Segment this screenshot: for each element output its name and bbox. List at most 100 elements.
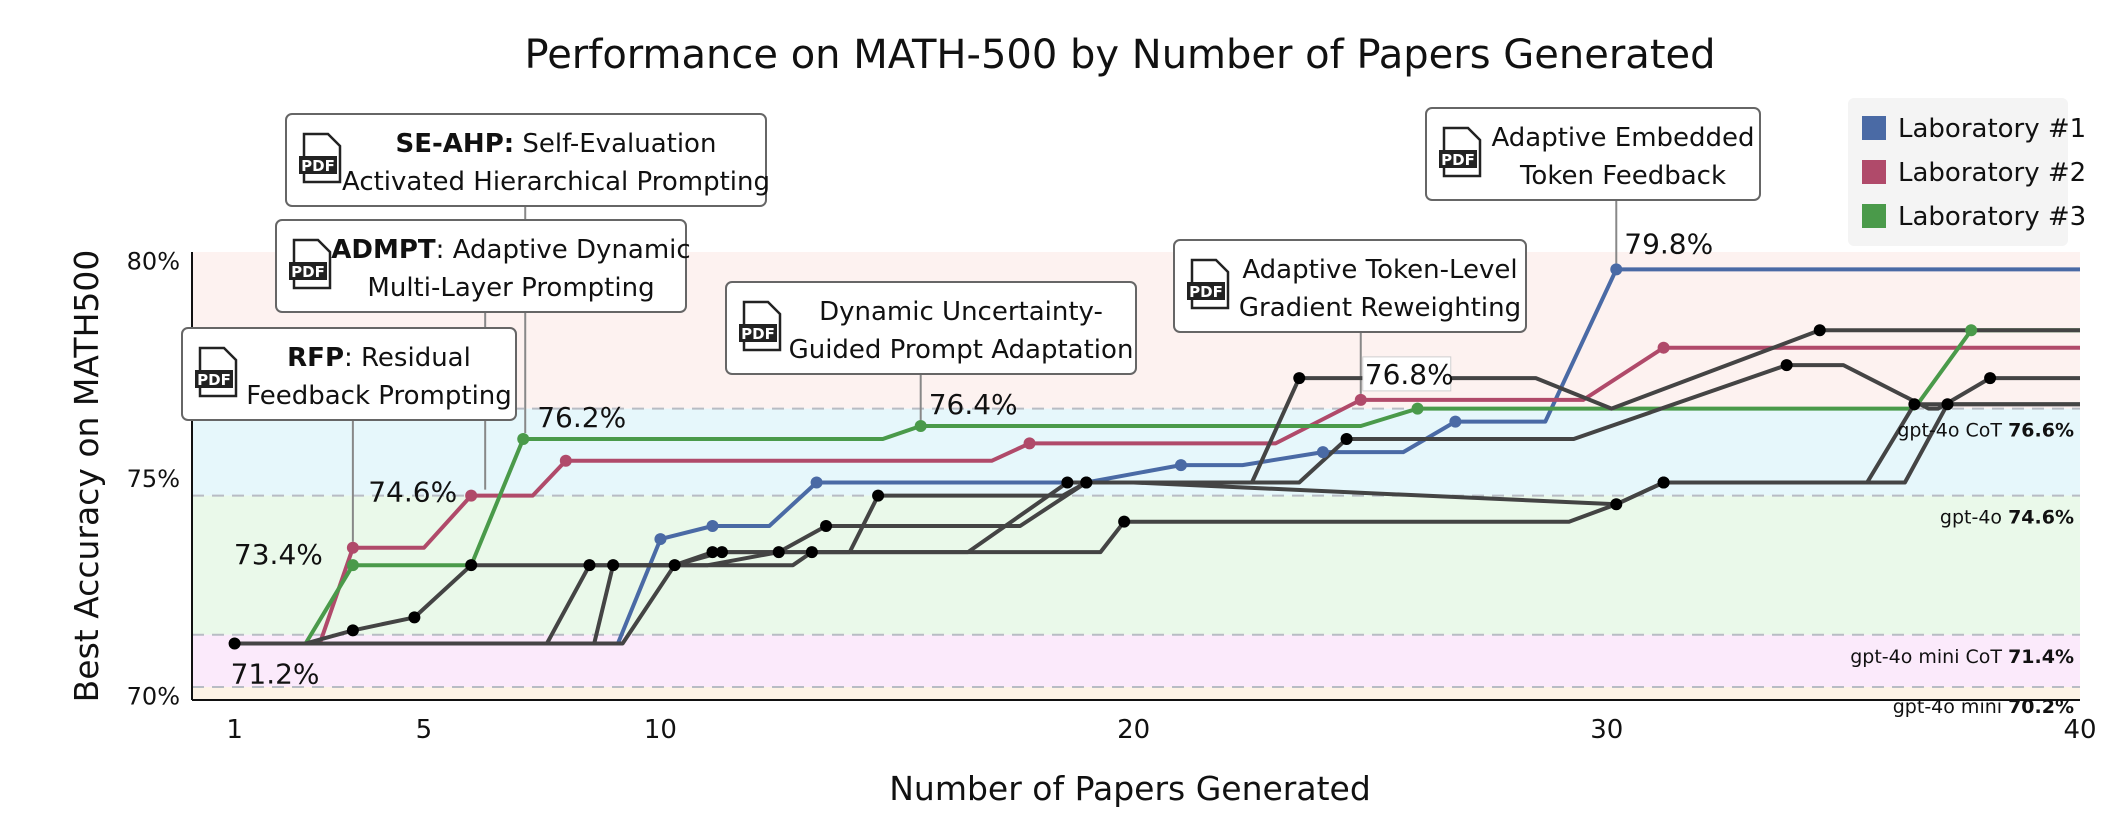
y-tick-label: 75% — [127, 465, 180, 493]
series-marker — [346, 624, 359, 637]
annotation-title: ADMPT: Adaptive Dynamic — [331, 235, 690, 265]
series-line-6 — [234, 363, 2080, 646]
series-marker — [1984, 372, 1997, 385]
value-label: 79.8% — [1624, 227, 1713, 260]
baseline-value: 71.4% — [2008, 646, 2074, 668]
chart-title: Performance on MATH-500 by Number of Pap… — [525, 32, 1716, 78]
axes: 1 5 10 20 30 40 70% 75% 80% — [127, 248, 2097, 745]
value-label: 71.2% — [231, 657, 320, 690]
annotation-title: RFP: Residual — [287, 343, 471, 373]
series-marker — [1965, 324, 1978, 337]
series-marker — [872, 489, 885, 502]
series-marker — [1657, 476, 1670, 489]
x-tick-label: 30 — [1590, 715, 1623, 745]
y-axis-title: Best Accuracy on MATH500 — [67, 250, 106, 703]
legend-swatch — [1862, 160, 1886, 184]
legend-swatch — [1862, 116, 1886, 140]
series-marker — [1061, 476, 1074, 489]
series-marker — [1610, 263, 1623, 276]
series-marker — [1118, 515, 1131, 528]
annotation-title: SE-AHP: Self-Evaluation — [396, 129, 717, 159]
annotation-frame — [1173, 239, 1527, 333]
baseline-name: gpt-4o mini — [1893, 696, 2008, 718]
baseline-label: gpt-4o mini 70.2% — [1893, 696, 2074, 718]
series-marker — [810, 476, 823, 489]
value-label: 76.2% — [537, 401, 626, 434]
series-marker — [1941, 398, 1954, 411]
x-tick-label: 20 — [1117, 715, 1150, 745]
x-tick-label: 10 — [644, 715, 677, 745]
baseline-label: gpt-4o mini CoT 71.4% — [1850, 646, 2074, 668]
annotation-subtitle: Gradient Reweighting — [1239, 293, 1521, 323]
legend-label: Laboratory #1 — [1898, 114, 2086, 144]
series-marker — [654, 533, 667, 546]
series-marker — [1411, 402, 1424, 415]
series-marker — [772, 546, 785, 559]
annotation-frame — [275, 219, 687, 313]
pdf-icon-text: PDF — [291, 263, 325, 281]
annotation-title-rest: Dynamic Uncertainty- — [819, 297, 1103, 327]
series-marker — [1316, 446, 1329, 459]
series-marker — [607, 559, 620, 572]
pdf-icon-band — [195, 370, 233, 388]
series-marker — [1174, 459, 1187, 472]
pdf-icon-band — [739, 324, 777, 342]
pdf-icon-band — [299, 156, 337, 174]
series-marker — [1449, 415, 1462, 428]
series-marker — [1293, 372, 1306, 385]
baseline-value: 76.6% — [2008, 420, 2074, 442]
annotation-box: PDF Adaptive Token-Level Gradient Reweight… — [1173, 239, 1527, 333]
annotation-box: PDF Dynamic Uncertainty- Guided Prompt Ada… — [725, 281, 1137, 375]
annotation-frame — [181, 327, 517, 421]
annotation-frame — [285, 113, 767, 207]
series-marker — [914, 419, 927, 432]
series-marker — [228, 637, 241, 650]
pdf-icon-text: PDF — [197, 371, 231, 389]
annotation-frame — [725, 281, 1137, 375]
value-label-bg — [1362, 356, 1452, 392]
baseline-value: 70.2% — [2008, 696, 2074, 718]
annotation-boxes: PDF RFP: Residual Feedback Prompting PDF ADM… — [181, 107, 1761, 421]
series-markers — [228, 263, 1997, 650]
series-marker — [408, 611, 421, 624]
annotation-title: Adaptive Embedded — [1491, 123, 1754, 153]
series-marker — [1354, 393, 1367, 406]
annotation-box: PDF Adaptive Embedded Token Feedback — [1425, 107, 1761, 201]
series-marker — [706, 546, 719, 559]
x-tick-label: 1 — [226, 715, 243, 745]
annotation-title-rest: : Adaptive Dynamic — [436, 235, 691, 265]
legend-label: Laboratory #3 — [1898, 202, 2086, 232]
y-tick-label: 70% — [127, 683, 180, 711]
annotation-box: PDF RFP: Residual Feedback Prompting — [181, 327, 517, 421]
baseline-name: gpt-4o — [1940, 507, 2008, 529]
series-marker — [668, 559, 681, 572]
annotation-subtitle: Multi-Layer Prompting — [367, 273, 654, 303]
series-marker — [517, 433, 530, 446]
baseline-value: 74.6% — [2008, 507, 2074, 529]
legend: Laboratory #1 Laboratory #2 Laboratory #3 — [1848, 98, 2086, 246]
series-marker — [583, 559, 596, 572]
value-label: 73.4% — [234, 538, 323, 571]
annotation-title: Adaptive Token-Level — [1242, 255, 1517, 285]
series-line-1 — [234, 345, 2080, 646]
annotation-subtitle: Feedback Prompting — [246, 381, 512, 411]
annotation-frame — [1425, 107, 1761, 201]
pdf-icon-text: PDF — [741, 325, 775, 343]
annotation-title-rest: : Residual — [344, 343, 471, 373]
x-tick-label: 5 — [416, 715, 433, 745]
series-marker — [1023, 437, 1036, 450]
annotation-title-rest: Adaptive Token-Level — [1242, 255, 1517, 285]
annotation-title-rest: Self-Evaluation — [514, 129, 716, 159]
series-marker — [1908, 398, 1921, 411]
baseline-label: gpt-4o 74.6% — [1940, 507, 2074, 529]
annotation-subtitle: Activated Hierarchical Prompting — [342, 167, 770, 197]
value-label: 76.4% — [929, 388, 1018, 421]
series-line-4 — [234, 402, 2080, 646]
series-marker — [465, 489, 478, 502]
legend-label: Laboratory #2 — [1898, 158, 2086, 188]
annotation-title-rest: Adaptive Embedded — [1491, 123, 1754, 153]
series-marker — [1813, 324, 1826, 337]
value-label: 74.6% — [368, 476, 457, 509]
legend-frame — [1848, 98, 2068, 246]
